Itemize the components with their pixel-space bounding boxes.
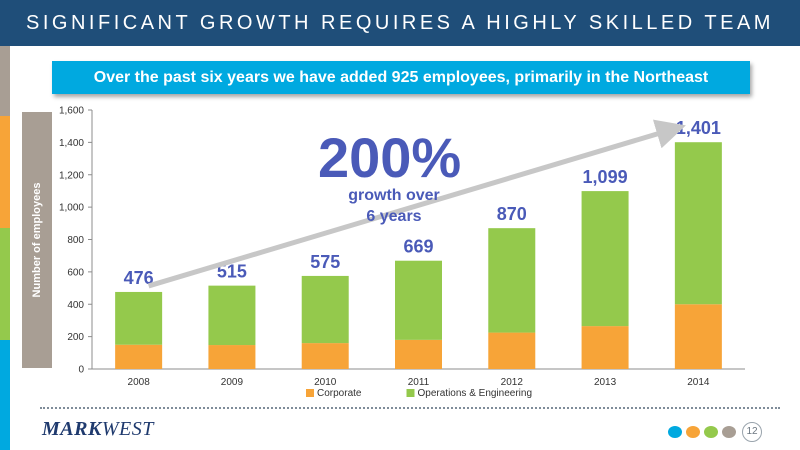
x-tick-label: 2008 — [128, 377, 151, 388]
header-bar: SIGNIFICANT GROWTH REQUIRES A HIGHLY SKI… — [0, 0, 800, 46]
bar-total-label: 870 — [497, 204, 527, 224]
legend-swatch-operations — [406, 389, 415, 397]
bar-corporate — [208, 345, 256, 369]
logo-bold-text: MARK — [42, 418, 102, 440]
page-number: 12 — [742, 422, 762, 442]
bar-operations — [301, 275, 349, 344]
y-tick-label: 1,600 — [59, 106, 84, 117]
bar-operations — [395, 260, 442, 340]
bar-operations — [115, 291, 163, 345]
bar-total-label: 575 — [310, 252, 340, 272]
logo-thin-text: WEST — [101, 418, 154, 440]
growth-percent-callout: 200% — [318, 126, 462, 189]
x-tick-label: 2014 — [687, 377, 710, 388]
x-tick-label: 2009 — [221, 377, 244, 388]
drop-icon — [668, 426, 682, 438]
bar-total-label: 515 — [217, 262, 247, 282]
leaf-icon — [704, 426, 718, 438]
bar-corporate — [581, 326, 629, 369]
bar-operations — [674, 142, 722, 305]
y-tick-label: 200 — [67, 332, 84, 343]
subtitle-text: Over the past six years we have added 92… — [93, 69, 709, 86]
x-tick-label: 2013 — [594, 377, 617, 388]
y-tick-label: 600 — [67, 267, 84, 278]
accent-strip-green — [0, 228, 10, 340]
bar-corporate — [674, 304, 722, 369]
footer-divider — [40, 407, 780, 409]
growth-arrow — [147, 119, 686, 289]
x-tick-label: 2011 — [408, 377, 430, 388]
bar-corporate — [395, 339, 442, 369]
accent-strip-gray — [0, 46, 10, 116]
bar-corporate — [115, 344, 163, 369]
legend-swatch-corporate — [306, 389, 314, 397]
y-axis-label-box — [22, 112, 52, 368]
legend-label-corporate: Corporate — [317, 388, 362, 399]
bar-corporate — [488, 332, 536, 369]
growth-callout-line1: growth over — [348, 187, 440, 204]
bar-operations — [208, 285, 256, 346]
y-tick-label: 800 — [67, 235, 84, 246]
bar-corporate — [301, 343, 349, 369]
bar-operations — [581, 191, 629, 327]
bar-total-label: 1,099 — [583, 167, 628, 187]
y-tick-label: 1,000 — [59, 203, 84, 214]
growth-callout-line2: 6 years — [366, 208, 422, 225]
y-tick-label: 400 — [67, 300, 84, 311]
subtitle-banner: Over the past six years we have added 92… — [52, 61, 750, 94]
bar-total-label: 1,401 — [676, 118, 721, 138]
page-title: SIGNIFICANT GROWTH REQUIRES A HIGHLY SKI… — [26, 12, 774, 34]
flame-icon — [686, 426, 700, 438]
x-tick-label: 2010 — [314, 377, 337, 388]
growth-callout-text: growth over 6 years — [330, 185, 458, 227]
bar-total-label: 669 — [403, 237, 433, 257]
y-tick-label: 0 — [78, 365, 84, 376]
markwest-logo: MARKWEST — [42, 418, 154, 441]
y-tick-label: 1,200 — [59, 170, 84, 181]
bar-operations — [488, 228, 536, 333]
legend-label-operations: Operations & Engineering — [418, 388, 533, 399]
bar-total-label: 476 — [124, 268, 154, 288]
cloud-icon — [722, 426, 736, 438]
y-tick-label: 1,400 — [59, 138, 84, 149]
accent-strip-orange — [0, 116, 10, 228]
accent-strip-blue — [0, 340, 10, 450]
x-tick-label: 2012 — [501, 377, 524, 388]
